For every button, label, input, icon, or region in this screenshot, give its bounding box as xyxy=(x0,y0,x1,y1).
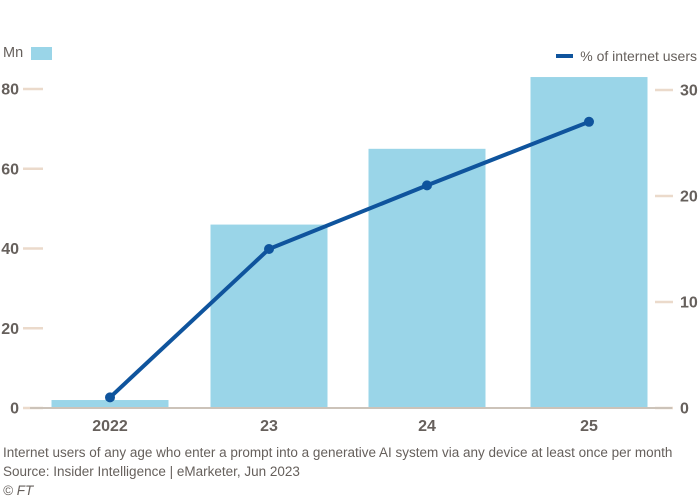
chart-footer: Internet users of any age who enter a pr… xyxy=(3,443,672,500)
x-axis-label: 25 xyxy=(580,418,598,435)
bar-25 xyxy=(530,77,648,408)
chart-source: Source: Insider Intelligence | eMarketer… xyxy=(3,464,300,479)
left-axis-tick-label: 0 xyxy=(10,401,19,418)
right-axis-tick-label: 20 xyxy=(680,189,698,206)
x-axis-label: 24 xyxy=(418,418,436,435)
bar-2022 xyxy=(51,400,169,408)
data-point-24 xyxy=(422,180,432,191)
right-axis-tick-label: 0 xyxy=(680,401,689,418)
bar-series-swatch-icon xyxy=(31,46,53,60)
line-series-label: % of internet users xyxy=(580,48,697,64)
left-axis-tick-label: 80 xyxy=(1,82,19,99)
x-axis-label: 2022 xyxy=(92,418,128,435)
bar-24 xyxy=(368,148,486,408)
trend-line xyxy=(108,119,591,400)
ft-copyright: © FT xyxy=(3,483,34,498)
data-point-23 xyxy=(264,244,274,254)
right-axis-tick-label: 10 xyxy=(680,295,698,312)
left-axis-tick-label: 60 xyxy=(1,161,19,178)
data-point-25 xyxy=(584,116,594,127)
left-axis-unit-legend: Mn xyxy=(3,45,53,61)
left-axis-tick-label: 20 xyxy=(1,321,19,338)
left-axis-unit-label: Mn xyxy=(3,45,24,61)
line-series-legend: % of internet users xyxy=(556,48,697,64)
line-series-swatch-icon xyxy=(556,54,574,58)
x-axis-label: 23 xyxy=(260,418,278,435)
bar-23 xyxy=(210,224,328,408)
right-axis-tick-label: 30 xyxy=(680,83,698,100)
left-axis-tick-label: 40 xyxy=(1,241,19,258)
chart-description: Internet users of any age who enter a pr… xyxy=(3,445,673,460)
data-point-2022 xyxy=(105,392,115,403)
